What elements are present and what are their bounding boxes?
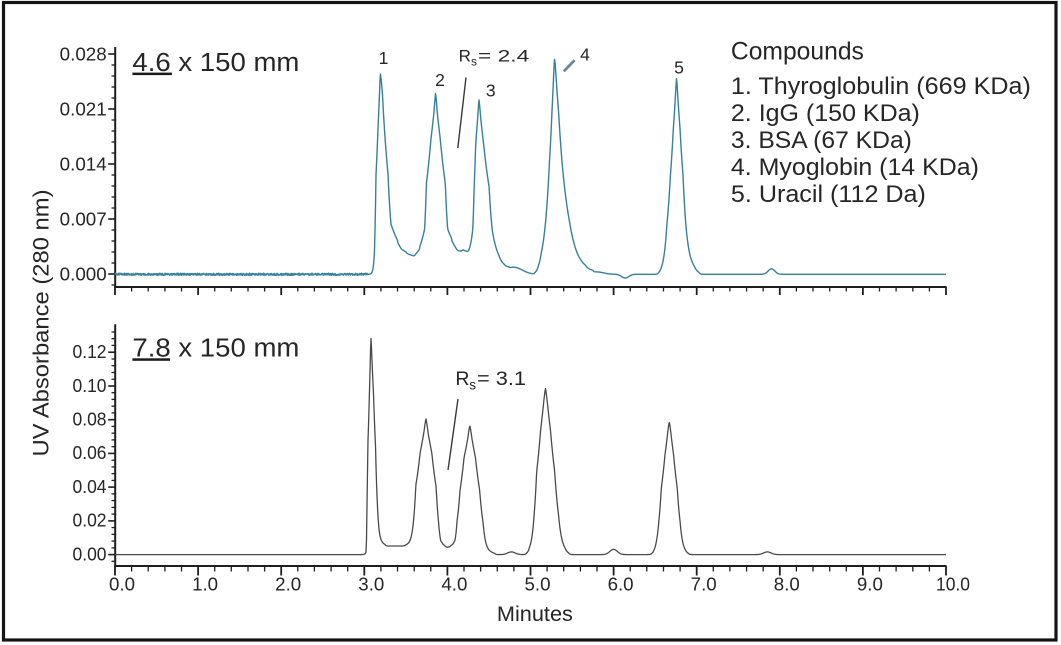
svg-text:2.0: 2.0 — [275, 575, 301, 595]
svg-text:s: s — [471, 55, 477, 69]
svg-text:7.8 x 150 mm: 7.8 x 150 mm — [132, 335, 299, 363]
svg-text:8.0: 8.0 — [774, 575, 800, 595]
svg-text:0.08: 0.08 — [73, 409, 107, 429]
svg-text:R: R — [455, 368, 469, 390]
svg-text:0.10: 0.10 — [73, 376, 107, 396]
svg-text:4. Myoglobin (14 KDa): 4. Myoglobin (14 KDa) — [731, 154, 979, 181]
svg-text:0.021: 0.021 — [60, 99, 107, 119]
svg-text:0.000: 0.000 — [60, 264, 107, 284]
svg-text:5.0: 5.0 — [525, 575, 551, 595]
svg-text:1.0: 1.0 — [192, 575, 218, 595]
svg-text:3: 3 — [486, 81, 496, 101]
svg-text:R: R — [459, 46, 471, 65]
svg-text:Compounds: Compounds — [731, 38, 864, 66]
svg-text:= 3.1: = 3.1 — [477, 368, 526, 390]
svg-text:4.0: 4.0 — [441, 575, 467, 595]
svg-text:Minutes: Minutes — [497, 603, 573, 626]
svg-text:0.04: 0.04 — [73, 477, 107, 497]
svg-text:1: 1 — [379, 48, 389, 68]
svg-text:0.00: 0.00 — [73, 544, 107, 564]
svg-text:0.007: 0.007 — [60, 209, 107, 229]
svg-text:2: 2 — [435, 70, 445, 90]
svg-text:0.014: 0.014 — [60, 154, 107, 174]
svg-text:s: s — [469, 378, 476, 393]
svg-text:5. Uracil (112 Da): 5. Uracil (112 Da) — [731, 181, 926, 208]
svg-text:1. Thyroglobulin (669 KDa): 1. Thyroglobulin (669 KDa) — [731, 73, 1031, 100]
svg-text:0.02: 0.02 — [73, 511, 107, 531]
svg-text:3. BSA (67 KDa): 3. BSA (67 KDa) — [731, 127, 912, 154]
svg-text:UV Absorbance (280 nm): UV Absorbance (280 nm) — [29, 190, 54, 457]
svg-text:7.0: 7.0 — [691, 575, 717, 595]
svg-text:0.0: 0.0 — [109, 575, 135, 595]
svg-text:5: 5 — [674, 58, 684, 78]
svg-text:6.0: 6.0 — [608, 575, 634, 595]
svg-text:10.0: 10.0 — [936, 575, 970, 595]
svg-text:4.6 x 150 mm: 4.6 x 150 mm — [132, 49, 299, 77]
svg-text:3.0: 3.0 — [358, 575, 384, 595]
svg-text:2. IgG (150 KDa): 2. IgG (150 KDa) — [731, 100, 920, 127]
svg-text:4: 4 — [580, 45, 590, 65]
svg-text:0.06: 0.06 — [73, 443, 107, 463]
svg-text:= 2.4: = 2.4 — [478, 46, 529, 65]
svg-text:0.028: 0.028 — [60, 44, 107, 64]
svg-text:0.12: 0.12 — [73, 342, 107, 362]
svg-text:9.0: 9.0 — [857, 575, 883, 595]
